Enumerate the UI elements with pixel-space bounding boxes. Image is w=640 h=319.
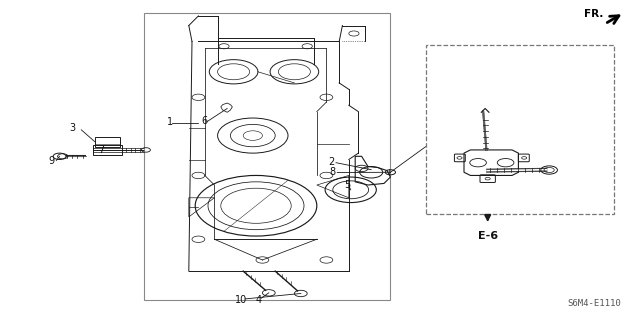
Text: 4: 4 [255, 295, 262, 306]
Text: 8: 8 [329, 167, 335, 177]
Text: 10: 10 [234, 295, 247, 306]
Text: 1: 1 [166, 117, 173, 127]
Text: 2: 2 [328, 157, 334, 167]
Text: 9: 9 [48, 156, 54, 166]
Text: FR.: FR. [584, 9, 603, 19]
Bar [426, 45, 614, 214]
Bar [95, 137, 120, 147]
Text: E-6: E-6 [477, 231, 498, 241]
Bar [144, 13, 390, 300]
Text: 3: 3 [69, 122, 76, 133]
Text: 6: 6 [201, 116, 207, 126]
Text: 7: 7 [98, 145, 104, 155]
Text: S6M4-E1110: S6M4-E1110 [567, 299, 621, 308]
Text: 5: 5 [344, 180, 350, 190]
